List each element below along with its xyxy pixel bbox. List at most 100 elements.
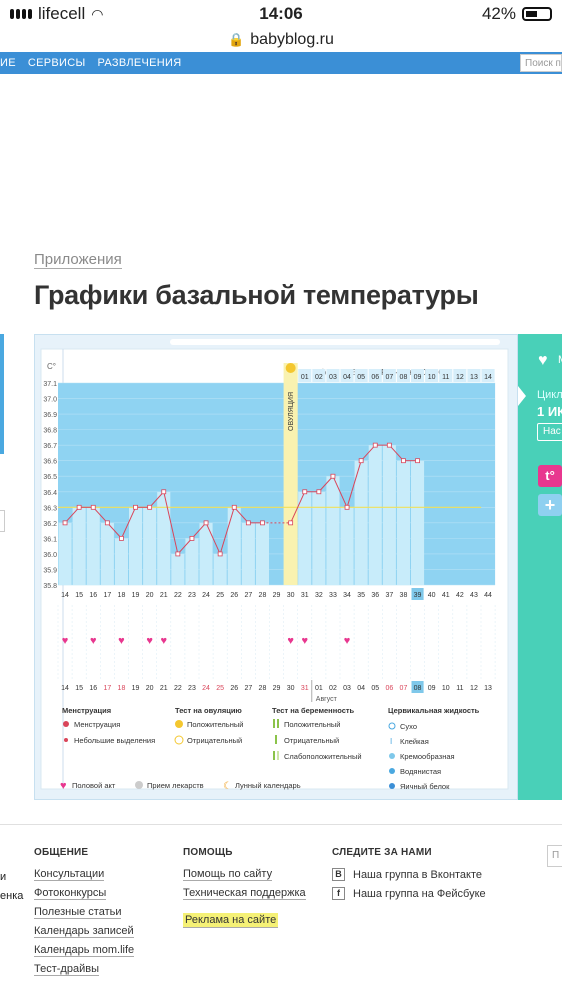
- creamy-icon: [389, 753, 395, 759]
- date-label: 13: [484, 685, 492, 692]
- legend-ov-negative: Отрицательный: [187, 736, 242, 745]
- phase2-day-label: 06: [371, 374, 379, 381]
- carrier-info: lifecell ◠: [10, 4, 103, 24]
- legend-egg-white: Яичный белок: [400, 782, 450, 791]
- current-day-highlight: [411, 588, 424, 600]
- cycle-day-label: 40: [428, 592, 436, 599]
- heart-icon[interactable]: ♥: [538, 352, 548, 369]
- footer-link[interactable]: Тест-драйвы: [34, 963, 99, 976]
- footer-link[interactable]: Помощь по сайту: [183, 868, 273, 881]
- sticky-icon: I: [390, 737, 392, 746]
- y-tick-label: 36.5: [43, 474, 57, 481]
- pill-icon: [135, 781, 143, 789]
- y-tick-label: 36.9: [43, 412, 57, 419]
- temp-line-segment: [120, 507, 137, 539]
- legend-ovulation-title: Тест на овуляцию: [175, 706, 242, 715]
- cycle-day-label: 39: [414, 592, 422, 599]
- dry-icon: [388, 722, 396, 730]
- temp-bar: [255, 522, 269, 585]
- footer-col-title: ОБЩЕНИЕ: [34, 847, 89, 858]
- footer-search-input[interactable]: П: [547, 845, 562, 867]
- footer-ad-link[interactable]: Реклама на сайте: [183, 913, 279, 928]
- nav-item-entertainment[interactable]: РАЗВЛЕЧЕНИЯ: [97, 57, 182, 69]
- url-bar[interactable]: 🔒 babyblog.ru: [0, 28, 562, 52]
- side-settings-button[interactable]: Нас: [537, 423, 562, 441]
- temp-point: [245, 520, 251, 526]
- temp-bar: [227, 507, 241, 585]
- nav-item-services[interactable]: СЕРВИСЫ: [27, 57, 86, 69]
- phase2-day-label: 11: [442, 374, 449, 381]
- cycle-day-label: 25: [216, 592, 224, 599]
- fb-link[interactable]: f Наша группа на Фейсбуке: [332, 887, 486, 900]
- legend-watery: Водянистая: [400, 767, 441, 776]
- intercourse-heart-icon: ♥: [160, 635, 167, 647]
- footer-link[interactable]: Техническая поддержка: [183, 887, 306, 900]
- date-label: 19: [132, 685, 140, 692]
- date-label: 22: [174, 685, 182, 692]
- cycle-day-label: 30: [287, 592, 295, 599]
- temp-bar: [143, 507, 157, 585]
- phase2-cell: [312, 369, 326, 382]
- vk-link[interactable]: B Наша группа в Вконтакте: [332, 868, 486, 881]
- y-tick-label: 36.3: [43, 505, 57, 512]
- date-label: 18: [118, 685, 126, 692]
- side-cycle: Цикл: [537, 389, 562, 401]
- wifi-icon: ◠: [91, 5, 104, 22]
- legend-creamy: Кремообразная: [400, 752, 455, 761]
- cycle-day-label: 44: [484, 592, 492, 599]
- y-tick-label: 36.0: [43, 552, 57, 559]
- date-label: 21: [160, 685, 168, 692]
- date-label: 23: [188, 685, 196, 692]
- temp-bar: [157, 491, 171, 585]
- intercourse-heart-icon: ♥: [146, 635, 153, 647]
- temp-bar: [298, 491, 312, 585]
- temp-bar: [340, 507, 354, 585]
- footer-link[interactable]: Календарь mom.life: [34, 944, 135, 957]
- cycle-day-label: 28: [259, 592, 267, 599]
- cycle-day-label: 26: [230, 592, 238, 599]
- trunc-0[interactable]: и: [0, 871, 7, 883]
- phase2-cell: [439, 369, 453, 382]
- temp-bar: [129, 507, 143, 585]
- date-label: 29: [273, 685, 281, 692]
- cycle-day-label: 20: [146, 592, 154, 599]
- footer-link[interactable]: Фотоконкурсы: [34, 887, 107, 900]
- legend-sticky: Клейкая: [400, 737, 429, 746]
- y-tick-label: 36.8: [43, 428, 57, 435]
- temperature-add-icon[interactable]: t°: [538, 465, 562, 487]
- vk-icon: B: [332, 868, 345, 881]
- date-label: 04: [357, 685, 365, 692]
- y-tick-label: 35.8: [43, 583, 57, 590]
- temp-point: [415, 458, 420, 464]
- nav-item-0[interactable]: ИЕ: [0, 57, 16, 69]
- temp-bar: [114, 538, 128, 585]
- trunc-1[interactable]: енка: [0, 890, 24, 902]
- temp-bar: [411, 460, 425, 585]
- temp-point: [133, 504, 138, 510]
- carrier-name: lifecell: [38, 4, 86, 23]
- temp-bar: [312, 491, 326, 585]
- phase2-cell: [481, 369, 495, 382]
- intercourse-heart-icon: ♥: [287, 635, 294, 647]
- test-strip-icon: [277, 719, 279, 728]
- phase2-day-label: 14: [484, 374, 492, 381]
- breadcrumb[interactable]: Приложения: [34, 251, 122, 269]
- cycle-day-label: 17: [103, 592, 111, 599]
- temp-bar: [100, 522, 114, 585]
- temp-bar: [241, 522, 255, 585]
- legend-intercourse: Половой акт: [72, 781, 116, 790]
- temp-point: [217, 551, 223, 557]
- temp-point: [231, 504, 237, 510]
- test-strip-icon: [277, 751, 279, 760]
- legend-ov-positive: Положительный: [187, 720, 243, 729]
- search-input[interactable]: Поиск п: [520, 54, 562, 72]
- test-strip-icon: [275, 735, 277, 744]
- date-label: 05: [371, 685, 379, 692]
- footer-link[interactable]: Консультации: [34, 868, 105, 881]
- footer-link[interactable]: Полезные статьи: [34, 906, 122, 919]
- legend-pregnancy-title: Тест на беременность: [272, 706, 355, 715]
- plus-icon[interactable]: +: [538, 494, 562, 516]
- date-label: 02: [329, 685, 337, 692]
- temp-point: [119, 535, 124, 541]
- footer-link[interactable]: Календарь записей: [34, 925, 134, 938]
